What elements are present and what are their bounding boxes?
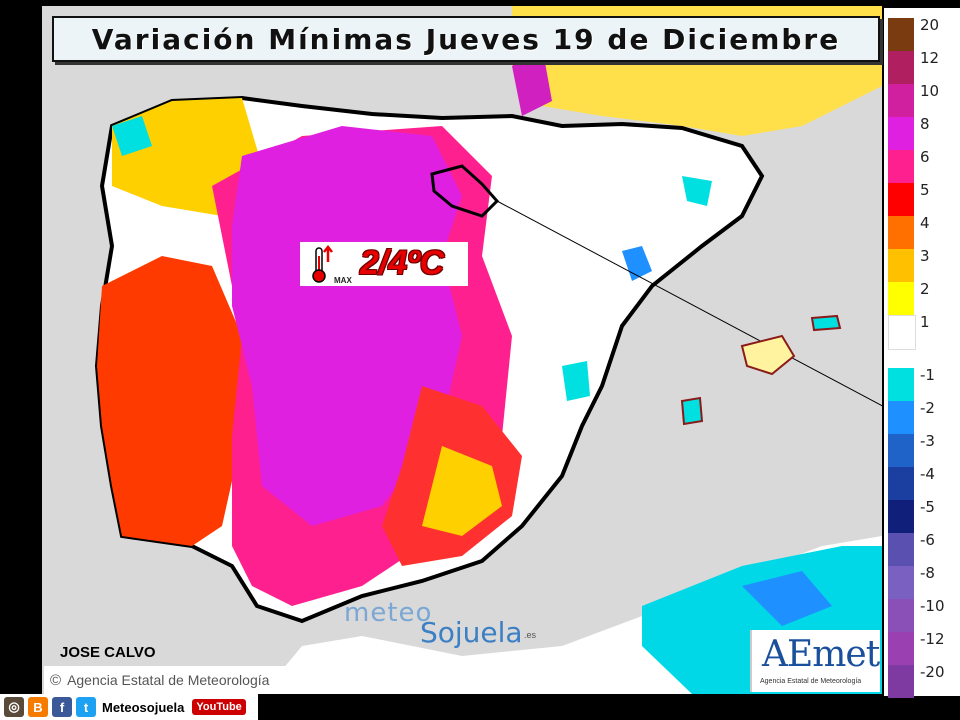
legend-swatch (888, 599, 914, 632)
color-legend: 20 12 10 8 6 5 4 3 2 1 -1 -2 -3 -4 -5 -6 -8 -10 -12 -20 (884, 8, 960, 698)
central-magenta-core (232, 126, 462, 526)
copyright-icon: © (50, 671, 62, 689)
legend-label: -5 (920, 498, 935, 516)
legend-swatch (888, 117, 914, 150)
legend-swatch (888, 183, 914, 216)
legend-label: -3 (920, 432, 935, 450)
aemet-logo: AEmet Agencia Estatal de Meteorología (750, 630, 880, 692)
legend-label: 3 (920, 247, 930, 265)
legend-swatch (888, 18, 914, 51)
valencia-cyan (562, 361, 590, 401)
legend-swatch (888, 368, 914, 401)
social-bar: ◎ B f t Meteosojuela YouTube (0, 694, 258, 720)
france-magenta-spot (512, 46, 552, 116)
iberia-map (94, 6, 882, 694)
legend-label: 8 (920, 115, 930, 133)
legend-label: -10 (920, 597, 945, 615)
twitter-icon[interactable]: t (76, 697, 96, 717)
rioja-pointer-line (496, 200, 882, 407)
africa-blue-patch (742, 571, 832, 626)
legend-swatch (888, 282, 914, 315)
aemet-subtitle: Agencia Estatal de Meteorología (760, 678, 862, 685)
thermometer-up-icon (312, 244, 333, 283)
mallorca (740, 334, 796, 376)
social-account-name[interactable]: Meteosojuela (102, 699, 185, 715)
map-frame (42, 6, 882, 694)
southeast-yellow-zone (422, 446, 502, 536)
legend-swatch (888, 51, 914, 84)
agency-credit: © Agencia Estatal de Meteorología (44, 666, 290, 694)
legend-swatch (888, 84, 914, 117)
instagram-icon[interactable]: ◎ (4, 697, 24, 717)
legend-swatch (888, 249, 914, 282)
legend-label: 6 (920, 148, 930, 166)
legend-label: 10 (920, 82, 940, 100)
legend-label: -8 (920, 564, 935, 582)
ibiza (680, 396, 704, 426)
legend-swatch (888, 216, 914, 249)
legend-swatch (888, 500, 914, 533)
legend-label: 2 (920, 280, 930, 298)
la-rioja-outline (430, 164, 500, 218)
watermark-sojuela: Sojuela (420, 616, 523, 649)
legend-label: -20 (920, 663, 945, 681)
legend-swatch (888, 150, 914, 183)
legend-label: -4 (920, 465, 935, 483)
author-name: JOSE CALVO (60, 644, 156, 661)
legend-label: 12 (920, 49, 940, 67)
legend-swatch (888, 632, 914, 665)
aemet-logo-text: AEmet (762, 634, 880, 675)
facebook-icon[interactable]: f (52, 697, 72, 717)
east-blue-spot (622, 246, 652, 281)
legend-label: 20 (920, 16, 940, 34)
legend-label: -1 (920, 366, 935, 384)
temperature-value: 2/4ºC (360, 244, 445, 282)
legend-label: -6 (920, 531, 935, 549)
legend-label: 5 (920, 181, 930, 199)
galicia-cyan (112, 116, 152, 156)
agency-name: Agencia Estatal de Meteorología (67, 672, 270, 688)
temperature-annotation: MAX 2/4ºC (300, 242, 468, 286)
legend-swatch (888, 315, 916, 350)
legend-swatch (888, 434, 914, 467)
legend-swatch (888, 533, 914, 566)
map-title: Variación Mínimas Jueves 19 de Diciembre (91, 22, 841, 56)
watermark-meteo: meteo (344, 598, 433, 628)
max-label: MAX (334, 276, 352, 285)
blogger-icon[interactable]: B (28, 697, 48, 717)
menorca (810, 314, 842, 332)
meteosojuela-watermark: meteo Sojuela .es (344, 598, 536, 649)
legend-swatch (888, 566, 914, 599)
catalonia-cyan (682, 176, 712, 206)
legend-swatch (888, 665, 914, 698)
youtube-icon[interactable]: YouTube (192, 699, 246, 715)
title-banner: Variación Mínimas Jueves 19 de Diciembre (52, 16, 880, 62)
legend-label: 1 (920, 313, 930, 331)
west-red-band (97, 256, 242, 546)
legend-label: -2 (920, 399, 935, 417)
legend-label: -12 (920, 630, 945, 648)
legend-label: 4 (920, 214, 930, 232)
watermark-domain: .es (524, 630, 537, 640)
legend-swatch (888, 467, 914, 500)
legend-swatch (888, 401, 914, 434)
